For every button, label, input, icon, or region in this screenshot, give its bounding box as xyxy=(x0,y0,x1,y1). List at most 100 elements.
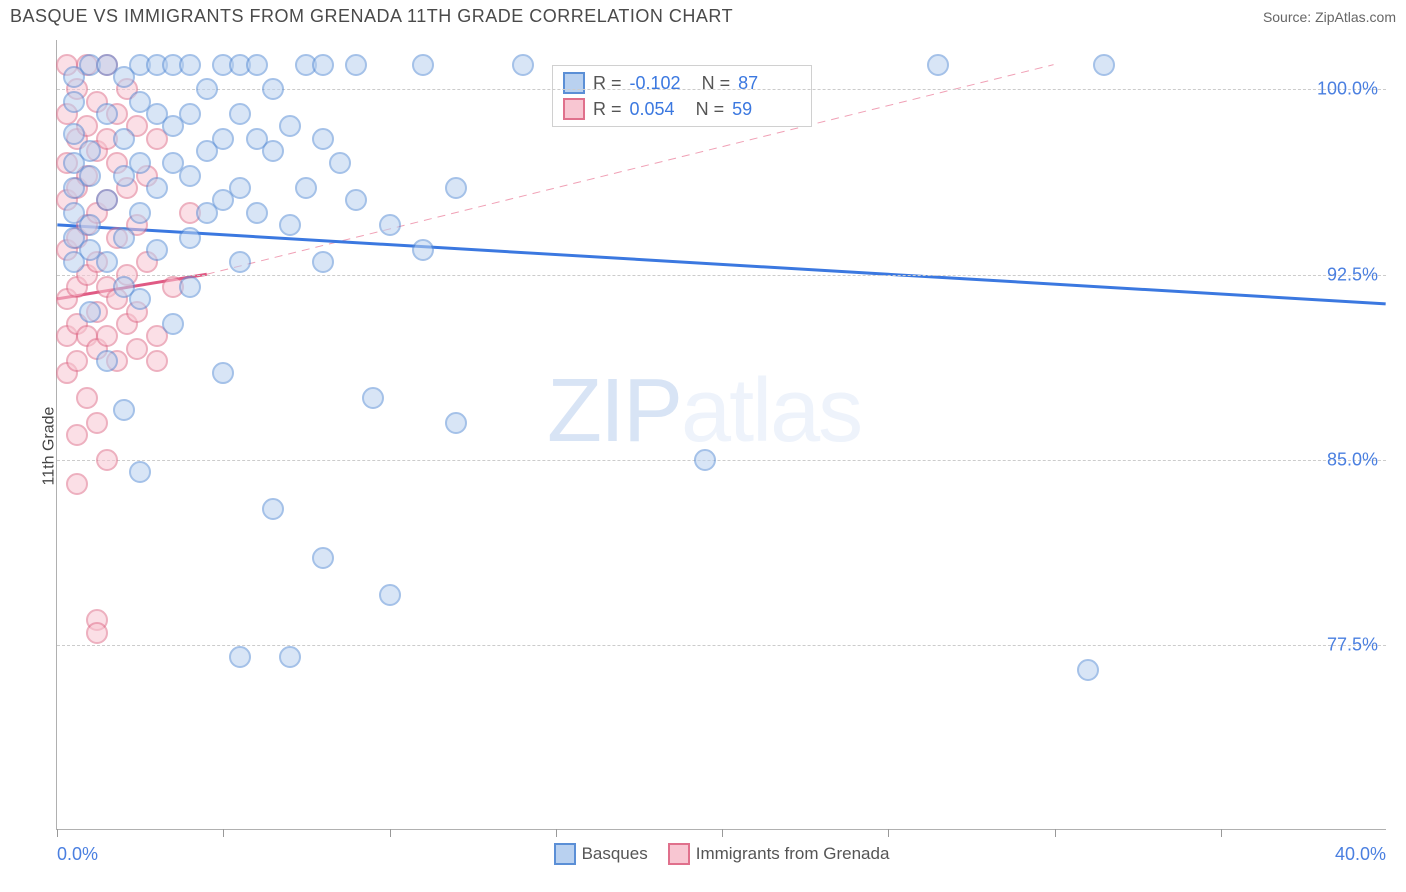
scatter-point xyxy=(179,165,201,187)
scatter-point xyxy=(96,350,118,372)
scatter-point xyxy=(329,152,351,174)
scatter-point xyxy=(196,78,218,100)
scatter-point xyxy=(1093,54,1115,76)
x-tick xyxy=(722,829,723,837)
scatter-point xyxy=(246,202,268,224)
scatter-point xyxy=(246,54,268,76)
scatter-point xyxy=(262,78,284,100)
gridline xyxy=(57,460,1386,461)
scatter-point xyxy=(379,584,401,606)
scatter-point xyxy=(146,350,168,372)
gridline xyxy=(57,89,1386,90)
scatter-point xyxy=(229,251,251,273)
x-axis-min: 0.0% xyxy=(57,844,98,865)
scatter-point xyxy=(1077,659,1099,681)
scatter-point xyxy=(279,214,301,236)
legend-label-basques: Basques xyxy=(582,844,648,864)
scatter-point xyxy=(79,140,101,162)
y-axis-label: 11th Grade xyxy=(40,407,58,486)
scatter-point xyxy=(312,54,334,76)
scatter-point xyxy=(76,387,98,409)
trend-lines-layer xyxy=(57,40,1386,829)
x-tick xyxy=(1221,829,1222,837)
x-tick xyxy=(1055,829,1056,837)
swatch-grenada-bottom xyxy=(668,843,690,865)
scatter-point xyxy=(129,461,151,483)
scatter-point xyxy=(96,103,118,125)
scatter-point xyxy=(66,473,88,495)
scatter-point xyxy=(79,301,101,323)
scatter-point xyxy=(312,128,334,150)
scatter-point xyxy=(262,498,284,520)
r-label: R = xyxy=(593,99,622,120)
swatch-basques xyxy=(563,72,585,94)
scatter-point xyxy=(279,646,301,668)
gridline xyxy=(57,275,1386,276)
swatch-grenada xyxy=(563,98,585,120)
watermark-bold: ZIP xyxy=(547,361,681,461)
scatter-point xyxy=(113,128,135,150)
scatter-point xyxy=(79,214,101,236)
scatter-point xyxy=(66,350,88,372)
scatter-point xyxy=(312,251,334,273)
x-tick xyxy=(390,829,391,837)
scatter-point xyxy=(312,547,334,569)
scatter-point xyxy=(379,214,401,236)
scatter-point xyxy=(86,412,108,434)
gridline xyxy=(57,645,1386,646)
scatter-point xyxy=(63,123,85,145)
scatter-point xyxy=(445,412,467,434)
y-tick-label: 85.0% xyxy=(1327,449,1378,470)
watermark-light: atlas xyxy=(681,361,861,461)
legend-label-grenada: Immigrants from Grenada xyxy=(696,844,890,864)
scatter-point xyxy=(212,128,234,150)
scatter-point xyxy=(512,54,534,76)
scatter-point xyxy=(927,54,949,76)
scatter-point xyxy=(113,227,135,249)
scatter-point xyxy=(162,313,184,335)
scatter-point xyxy=(229,646,251,668)
legend-row-basques: R = -0.102 N = 87 xyxy=(563,70,801,96)
scatter-point xyxy=(229,177,251,199)
legend-item-grenada: Immigrants from Grenada xyxy=(668,843,890,865)
swatch-basques-bottom xyxy=(554,843,576,865)
scatter-point xyxy=(212,362,234,384)
scatter-point xyxy=(345,189,367,211)
n-label: N = xyxy=(696,99,725,120)
scatter-point xyxy=(179,103,201,125)
r-value-grenada: 0.054 xyxy=(630,99,675,120)
scatter-point xyxy=(412,239,434,261)
legend-item-basques: Basques xyxy=(554,843,648,865)
scatter-point xyxy=(96,189,118,211)
scatter-point xyxy=(79,165,101,187)
scatter-point xyxy=(362,387,384,409)
x-tick xyxy=(223,829,224,837)
scatter-point xyxy=(129,152,151,174)
scatter-point xyxy=(96,251,118,273)
n-value-grenada: 59 xyxy=(732,99,752,120)
x-tick xyxy=(57,829,58,837)
scatter-point xyxy=(694,449,716,471)
scatter-point xyxy=(126,338,148,360)
y-tick-label: 92.5% xyxy=(1327,264,1378,285)
scatter-point xyxy=(129,202,151,224)
scatter-point xyxy=(113,399,135,421)
scatter-point xyxy=(129,288,151,310)
scatter-point xyxy=(179,276,201,298)
watermark: ZIPatlas xyxy=(547,360,861,463)
scatter-point xyxy=(66,424,88,446)
scatter-point xyxy=(445,177,467,199)
scatter-point xyxy=(179,54,201,76)
scatter-point xyxy=(179,227,201,249)
scatter-point xyxy=(63,91,85,113)
scatter-point xyxy=(86,622,108,644)
x-axis-max: 40.0% xyxy=(1335,844,1386,865)
scatter-point xyxy=(279,115,301,137)
scatter-point xyxy=(146,177,168,199)
scatter-point xyxy=(96,325,118,347)
scatter-point xyxy=(412,54,434,76)
scatter-point xyxy=(345,54,367,76)
legend-row-grenada: R = 0.054 N = 59 xyxy=(563,96,801,122)
scatter-point xyxy=(229,103,251,125)
x-tick xyxy=(556,829,557,837)
